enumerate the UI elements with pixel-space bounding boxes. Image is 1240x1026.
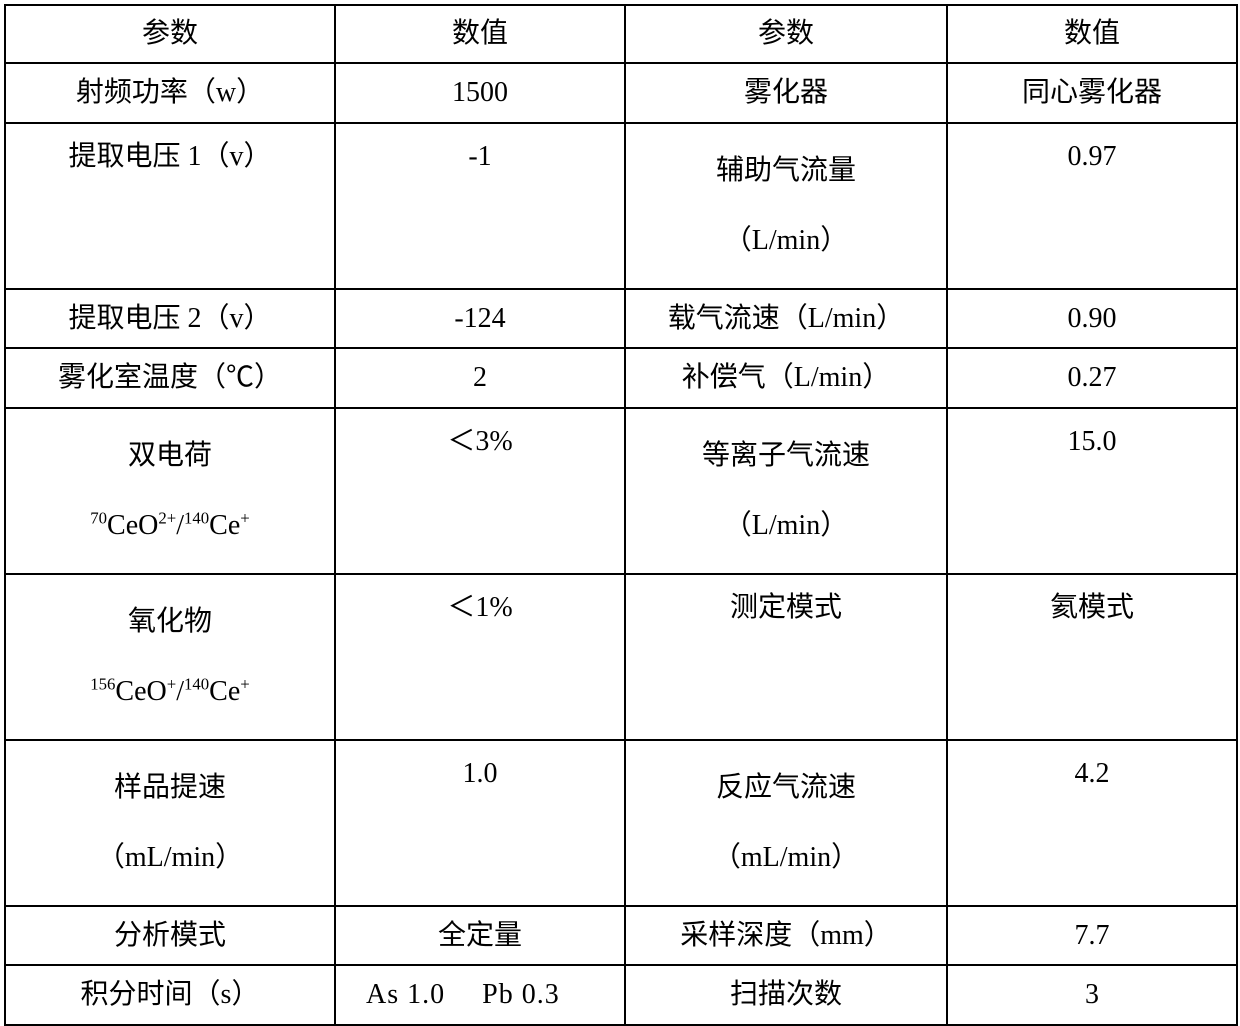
param-cell: 补偿气（L/min） (625, 348, 947, 408)
slash: / (176, 676, 184, 707)
param-cell: 氧化物 156CeO+/140Ce+ (5, 574, 335, 740)
table-row: 双电荷 70CeO2+/140Ce+ ＜3% 等离子气流速 （L/min） 15… (5, 408, 1237, 574)
header-value-a: 数值 (335, 5, 625, 63)
slash: / (176, 510, 184, 541)
charge-sup: + (167, 674, 176, 693)
param-cell: 提取电压 1（v） (5, 123, 335, 289)
param-line2: （L/min） (630, 491, 942, 561)
charge-sup: + (240, 508, 249, 527)
header-value-b: 数值 (947, 5, 1237, 63)
param-cell: 载气流速（L/min） (625, 289, 947, 349)
value-cell: As 1.0 Pb 0.3 (335, 965, 625, 1025)
table-row: 分析模式 全定量 采样深度（mm） 7.7 (5, 906, 1237, 966)
value-cell: 2 (335, 348, 625, 408)
header-param-b: 参数 (625, 5, 947, 63)
value-cell: 0.27 (947, 348, 1237, 408)
formula-text: Ce (209, 676, 240, 707)
isotope-sup: 156 (90, 674, 115, 693)
param-line1: 氧化物 (10, 587, 330, 657)
isotope-sup: 140 (184, 674, 209, 693)
table-row: 样品提速 （mL/min） 1.0 反应气流速 （mL/min） 4.2 (5, 740, 1237, 906)
param-cell: 雾化室温度（℃） (5, 348, 335, 408)
value-cell: 氦模式 (947, 574, 1237, 740)
value-cell: ＜3% (335, 408, 625, 574)
param-cell: 采样深度（mm） (625, 906, 947, 966)
value-cell: 0.90 (947, 289, 1237, 349)
param-cell: 双电荷 70CeO2+/140Ce+ (5, 408, 335, 574)
charge-sup: + (240, 674, 249, 693)
value-cell: -124 (335, 289, 625, 349)
table-row: 雾化室温度（℃） 2 补偿气（L/min） 0.27 (5, 348, 1237, 408)
table-row: 积分时间（s） As 1.0 Pb 0.3 扫描次数 3 (5, 965, 1237, 1025)
value-cell: 全定量 (335, 906, 625, 966)
param-line2: 156CeO+/140Ce+ (10, 657, 330, 727)
param-cell: 样品提速 （mL/min） (5, 740, 335, 906)
param-line2: （L/min） (630, 206, 942, 276)
param-cell: 辅助气流量 （L/min） (625, 123, 947, 289)
param-line1: 等离子气流速 (630, 421, 942, 491)
value-cell: 1.0 (335, 740, 625, 906)
value-cell: 同心雾化器 (947, 63, 1237, 123)
table-header-row: 参数 数值 参数 数值 (5, 5, 1237, 63)
param-cell: 测定模式 (625, 574, 947, 740)
parameters-table: 参数 数值 参数 数值 射频功率（w） 1500 雾化器 同心雾化器 提取电压 … (4, 4, 1238, 1026)
param-cell: 提取电压 2（v） (5, 289, 335, 349)
value-cell: ＜1% (335, 574, 625, 740)
param-cell: 扫描次数 (625, 965, 947, 1025)
formula-text: Ce (209, 510, 240, 541)
value-cell: 1500 (335, 63, 625, 123)
param-cell: 等离子气流速 （L/min） (625, 408, 947, 574)
formula-text: CeO (115, 676, 166, 707)
table-row: 射频功率（w） 1500 雾化器 同心雾化器 (5, 63, 1237, 123)
param-cell: 分析模式 (5, 906, 335, 966)
param-line1: 双电荷 (10, 421, 330, 491)
value-cell: 7.7 (947, 906, 1237, 966)
param-cell: 雾化器 (625, 63, 947, 123)
value-cell: -1 (335, 123, 625, 289)
param-line2: （mL/min） (10, 823, 330, 893)
formula-text: CeO (107, 510, 158, 541)
param-line1: 辅助气流量 (630, 136, 942, 206)
param-cell: 反应气流速 （mL/min） (625, 740, 947, 906)
param-line2: 70CeO2+/140Ce+ (10, 491, 330, 561)
table-row: 提取电压 1（v） -1 辅助气流量 （L/min） 0.97 (5, 123, 1237, 289)
param-line1: 反应气流速 (630, 753, 942, 823)
isotope-sup: 70 (90, 508, 107, 527)
param-line1: 样品提速 (10, 753, 330, 823)
value-cell: 4.2 (947, 740, 1237, 906)
value-cell: 0.97 (947, 123, 1237, 289)
param-line2: （mL/min） (630, 823, 942, 893)
header-param-a: 参数 (5, 5, 335, 63)
param-cell: 积分时间（s） (5, 965, 335, 1025)
table-row: 提取电压 2（v） -124 载气流速（L/min） 0.90 (5, 289, 1237, 349)
value-cell: 3 (947, 965, 1237, 1025)
charge-sup: 2+ (158, 508, 176, 527)
isotope-sup: 140 (184, 508, 209, 527)
value-cell: 15.0 (947, 408, 1237, 574)
table-row: 氧化物 156CeO+/140Ce+ ＜1% 测定模式 氦模式 (5, 574, 1237, 740)
param-cell: 射频功率（w） (5, 63, 335, 123)
